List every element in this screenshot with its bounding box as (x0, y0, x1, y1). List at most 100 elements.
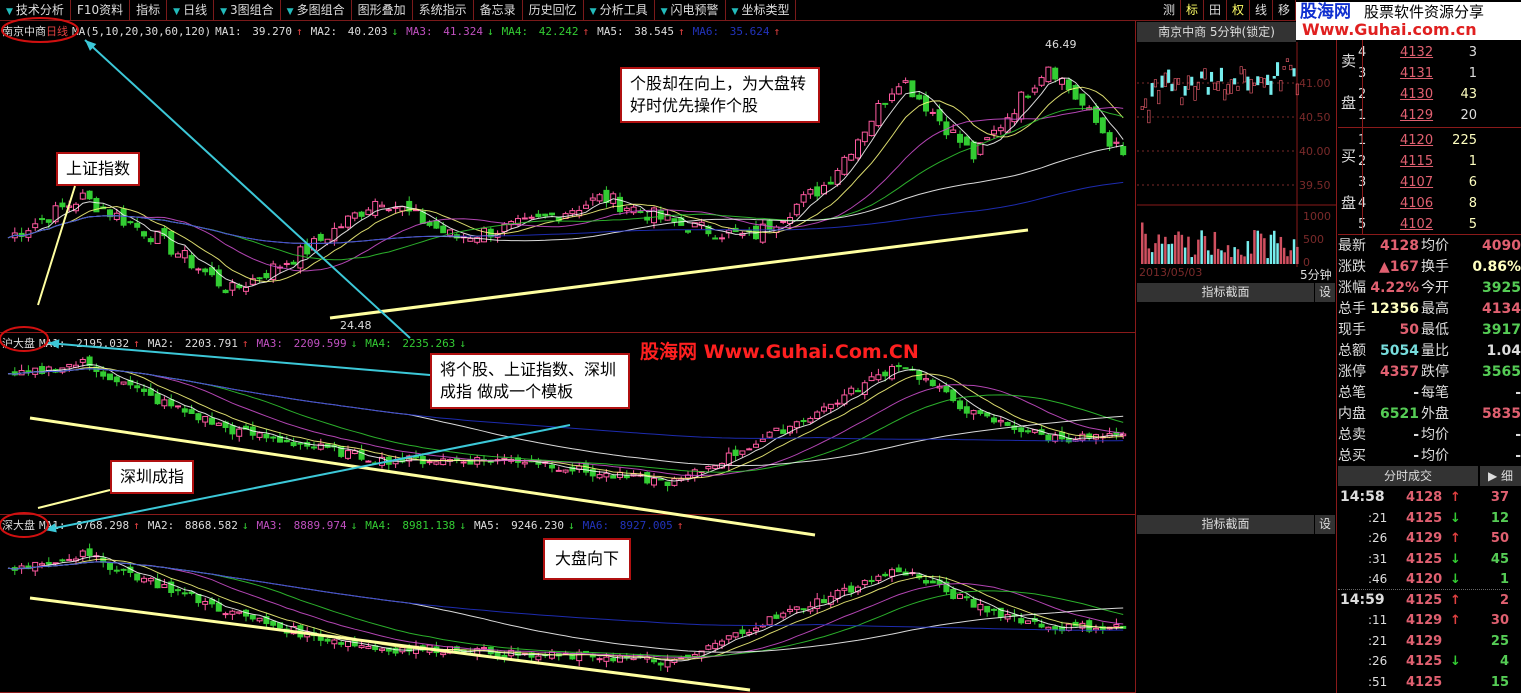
sell-level[interactable]: 441323 (1338, 42, 1521, 63)
buy-level[interactable]: 14120225 (1338, 130, 1521, 151)
candle-body (800, 420, 807, 423)
buy-level[interactable]: 341076 (1338, 172, 1521, 193)
toolbar-toggle[interactable]: 测 (1158, 0, 1181, 21)
candle-body (195, 413, 202, 421)
toolbar-item[interactable]: ▼ 坐标类型 (726, 0, 797, 21)
candle-body (79, 550, 86, 557)
candle-body (134, 222, 141, 228)
volume: 20 (1460, 108, 1477, 123)
toolbar-item[interactable]: 系统指示 (413, 0, 474, 21)
candle-body (120, 568, 127, 571)
toolbar-toggle[interactable]: 线 (1250, 0, 1273, 21)
tick-row: :51 4125 15 (1338, 672, 1521, 693)
candle-body (542, 213, 549, 217)
candle-body (957, 400, 963, 410)
buy-level[interactable]: 241151 (1338, 151, 1521, 172)
toolbar-item[interactable]: F10资料 (71, 0, 131, 21)
candle-body (943, 581, 950, 593)
tick-time: :51 (1368, 674, 1388, 689)
volume: 8 (1468, 196, 1477, 211)
candle-body (304, 243, 311, 255)
tick-time: :26 (1368, 531, 1388, 545)
divider (1362, 40, 1363, 234)
candle-body (45, 561, 52, 565)
candle-body (725, 635, 732, 640)
stat-value: 3925 (1482, 280, 1521, 296)
indicator-section-button[interactable]: 指标截面 (1137, 283, 1314, 302)
candle-body (86, 548, 93, 556)
volume-bar (1289, 250, 1292, 264)
stat-value: 12356 (1370, 301, 1419, 317)
candle-body (861, 580, 868, 586)
candle-body (263, 273, 270, 279)
toolbar-item[interactable]: 指标 (130, 0, 168, 21)
watermark-text: 股海网 Www.Guhai.Com.CN (640, 341, 919, 363)
stat-value: 3917 (1482, 322, 1521, 338)
settings-button[interactable]: 设 (1315, 283, 1335, 302)
candle-body (345, 450, 351, 459)
sell-level[interactable]: 1412920 (1338, 105, 1521, 126)
candle-body (440, 458, 447, 466)
tick-volume: 12 (1490, 510, 1509, 526)
toolbar: ▼ 技术分析 F10资料 指标 ▼ 日线 ▼ 3图组合 ▼ 多图组合 图形叠加 系统指示 备忘录 历史回忆… (0, 0, 1521, 21)
toolbar-item[interactable]: ▼ 日线 (167, 0, 215, 21)
mini-candle (1203, 68, 1207, 80)
candle-body (773, 427, 780, 432)
toolbar-item[interactable]: 历史回忆 (523, 0, 584, 21)
candle-body (691, 653, 698, 657)
toolbar-toggle[interactable]: 田 (1204, 0, 1227, 21)
toolbar-toggle[interactable]: 标 (1181, 0, 1204, 21)
buy-level[interactable]: 441068 (1338, 193, 1521, 214)
mini-candle (1236, 85, 1240, 91)
toolbar-item[interactable]: ▼ 多图组合 (281, 0, 352, 21)
tick-price: 4120 (1406, 572, 1443, 587)
buy-level[interactable]: 541025 (1338, 214, 1521, 235)
toolbar-item[interactable]: ▼ 分析工具 (584, 0, 655, 21)
stat-label: 涨跌 (1338, 259, 1366, 275)
candle-body (86, 190, 93, 200)
candle-body (834, 170, 841, 185)
candle-body (134, 385, 141, 389)
indicator-section-button-2[interactable]: 指标截面 (1137, 515, 1314, 534)
divider (1338, 127, 1521, 128)
candle-body (175, 589, 181, 592)
toolbar-item[interactable]: 备忘录 (474, 0, 523, 21)
settings-button-2[interactable]: 设 (1315, 515, 1335, 534)
candle-body (848, 153, 855, 161)
arrow-up-icon: ↑ (1450, 613, 1461, 628)
mini-candle (1216, 81, 1220, 92)
tick-volume: 45 (1490, 551, 1509, 567)
candle-body (1113, 624, 1120, 628)
candle-body (787, 608, 793, 612)
ticks-detail-button[interactable]: ▶ 细 (1480, 466, 1521, 486)
toolbar-item[interactable]: 图形叠加 (352, 0, 413, 21)
toolbar-toggle[interactable]: 权 (1227, 0, 1250, 21)
toolbar-item[interactable]: ▼ 闪电预警 (655, 0, 726, 21)
candle-body (909, 80, 916, 98)
candle-body (895, 86, 902, 95)
toolbar-item[interactable]: ▼ 技术分析 (0, 0, 71, 21)
candle-body (168, 399, 175, 407)
candle-body (759, 438, 766, 442)
tick-price: 4129 (1406, 531, 1443, 546)
ma-line (7, 86, 1124, 283)
toolbar-item[interactable]: ▼ 3图组合 (214, 0, 281, 21)
candle-body (481, 227, 487, 243)
candle-body (719, 237, 725, 240)
candle-body (916, 94, 923, 100)
candle-body (712, 465, 719, 469)
candle-body (426, 461, 433, 464)
mini-candle (1140, 106, 1144, 110)
mini-candle (1157, 89, 1161, 105)
toolbar-toggle[interactable]: 移 (1273, 0, 1296, 21)
candle-body (1011, 113, 1018, 123)
candle-body (1025, 95, 1031, 98)
candle-body (256, 277, 263, 280)
tick-row: :31 4125 ↓ 45 (1338, 549, 1521, 570)
candle-body (181, 408, 188, 413)
sell-level[interactable]: 2413043 (1338, 84, 1521, 105)
candle-body (365, 460, 372, 463)
candle-body (759, 223, 766, 243)
candle-body (1025, 620, 1031, 624)
